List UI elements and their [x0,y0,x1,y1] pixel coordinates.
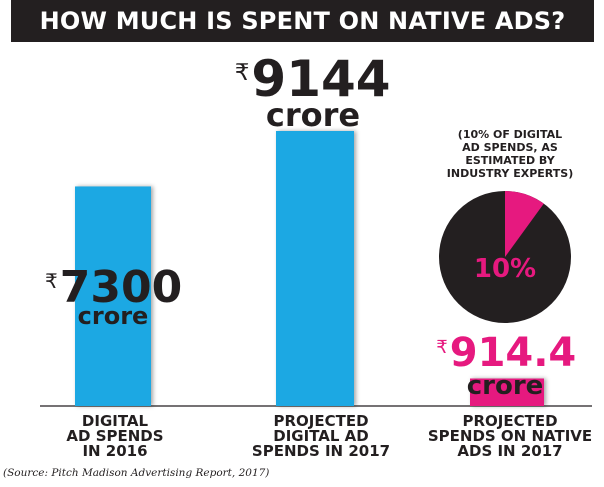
currency-symbol-1: ₹ [235,60,250,86]
currency-symbol-0: ₹ [45,269,58,293]
category-label-projected-2017: PROJECTED DIGITAL AD SPENDS IN 2017 [236,414,406,459]
pie-annotation-line: AD SPENDS, AS [462,141,558,154]
bar-1 [276,131,354,406]
category-label-native-2017: PROJECTED SPENDS ON NATIVE ADS IN 2017 [418,414,602,459]
category-label-line: DIGITAL AD [273,427,369,445]
category-label-line: SPENDS IN 2017 [251,442,391,460]
category-label-line: PROJECTED [273,412,369,430]
pie-annotation: (10% OF DIGITAL AD SPENDS, AS ESTIMATED BY… [430,128,590,180]
value-label-0: 7300 [60,262,182,313]
category-label-line: PROJECTED [462,412,558,430]
category-label-2016: DIGITAL AD SPENDS IN 2016 [40,414,190,459]
unit-label-2: crore [467,371,544,401]
value-label-1: 9144 [251,50,390,108]
chart-title: HOW MUCH IS SPENT ON NATIVE ADS? [11,0,594,42]
category-label-line: DIGITAL [81,412,149,430]
unit-label-0: crore [78,302,149,330]
source-note: (Source: Pitch Madison Advertising Repor… [3,467,270,479]
currency-symbol-2: ₹ [436,337,447,358]
pie-percent-label: 10% [474,254,536,284]
pie-annotation-line: (10% OF DIGITAL [457,128,563,141]
unit-label-1: crore [266,96,360,134]
bar-2 [470,378,544,406]
category-label-line: SPENDS ON NATIVE [427,427,593,445]
pie-annotation-line: ESTIMATED BY [465,154,555,167]
category-label-line: IN 2016 [82,442,148,460]
value-label-2: 914.4 [450,330,577,376]
pie-slice-native [505,191,544,257]
pie-annotation-line: INDUSTRY EXPERTS) [446,167,574,180]
category-label-line: ADS IN 2017 [457,442,563,460]
bar-0 [75,186,151,406]
category-label-line: AD SPENDS [66,427,164,445]
